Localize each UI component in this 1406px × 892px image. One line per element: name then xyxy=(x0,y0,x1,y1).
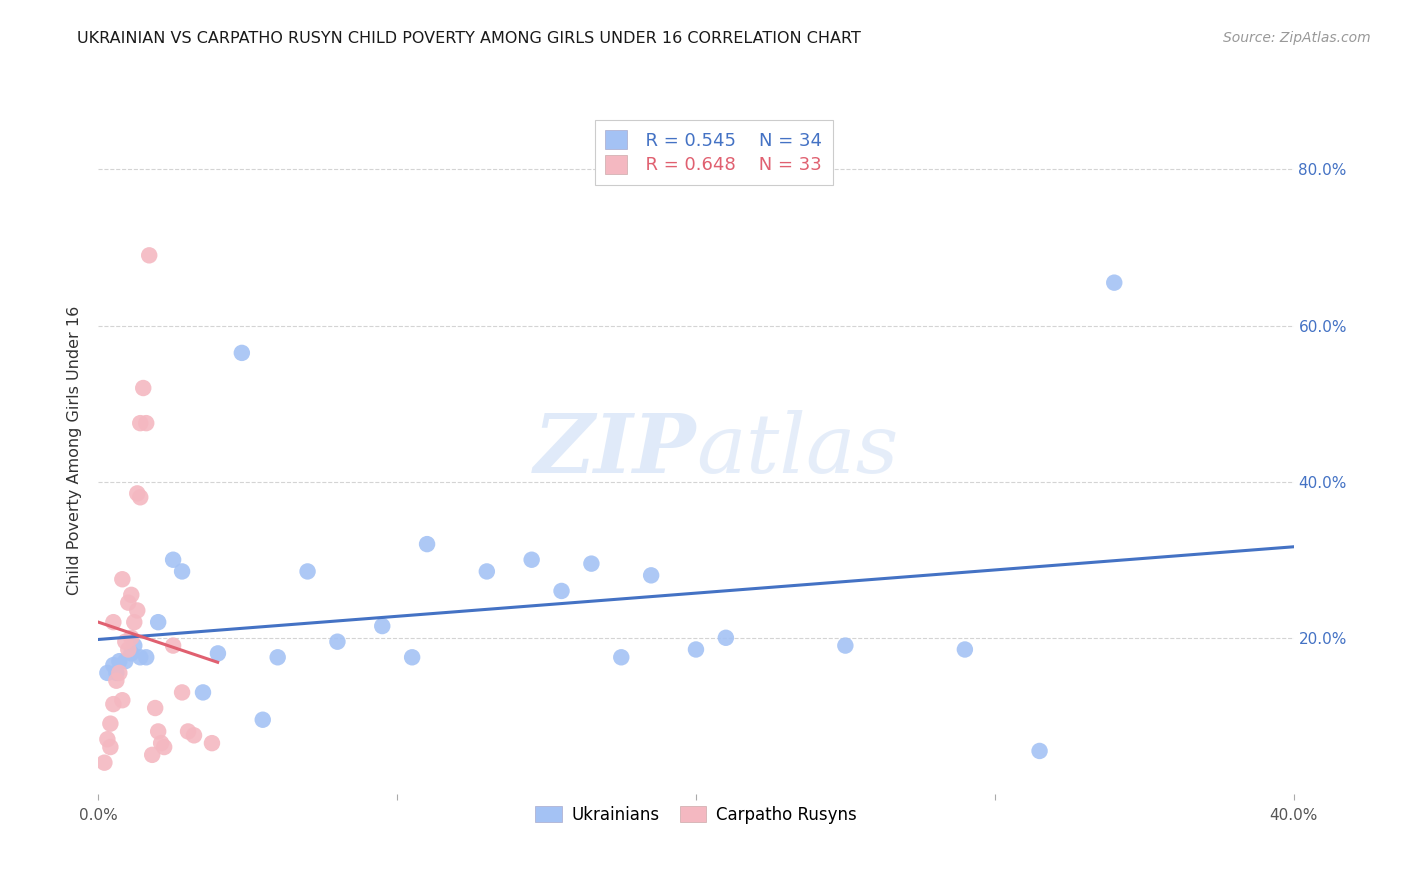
Point xyxy=(138,248,160,262)
Point xyxy=(475,565,498,579)
Point xyxy=(120,588,142,602)
Point xyxy=(252,713,274,727)
Point xyxy=(124,615,146,630)
Point xyxy=(231,346,253,360)
Point xyxy=(120,631,142,645)
Point xyxy=(401,650,423,665)
Point xyxy=(162,639,184,653)
Point xyxy=(135,416,157,430)
Point xyxy=(103,615,125,630)
Point xyxy=(111,572,134,586)
Point xyxy=(148,724,170,739)
Point xyxy=(135,650,157,665)
Point xyxy=(610,650,633,665)
Point xyxy=(129,650,152,665)
Point xyxy=(714,631,737,645)
Point xyxy=(108,665,131,680)
Point xyxy=(127,603,149,617)
Point xyxy=(207,646,229,660)
Point xyxy=(132,381,155,395)
Text: Source: ZipAtlas.com: Source: ZipAtlas.com xyxy=(1223,31,1371,45)
Point xyxy=(129,490,152,504)
Point xyxy=(640,568,662,582)
Point xyxy=(183,728,205,742)
Point xyxy=(105,665,128,680)
Point xyxy=(114,654,136,668)
Point xyxy=(129,416,152,430)
Point xyxy=(297,565,319,579)
Point xyxy=(1104,276,1126,290)
Point xyxy=(96,732,118,747)
Point xyxy=(172,685,194,699)
Point xyxy=(201,736,224,750)
Point xyxy=(98,716,122,731)
Text: atlas: atlas xyxy=(696,410,898,491)
Point xyxy=(267,650,290,665)
Point xyxy=(416,537,439,551)
Point xyxy=(98,740,122,755)
Point xyxy=(172,565,194,579)
Point xyxy=(153,740,176,755)
Y-axis label: Child Poverty Among Girls Under 16: Child Poverty Among Girls Under 16 xyxy=(67,306,83,595)
Point xyxy=(191,685,214,699)
Point xyxy=(162,552,184,567)
Point xyxy=(371,619,394,633)
Point xyxy=(96,665,118,680)
Text: ZIP: ZIP xyxy=(533,410,696,491)
Point xyxy=(685,642,707,657)
Point xyxy=(834,639,856,653)
Point xyxy=(177,724,200,739)
Point xyxy=(124,639,146,653)
Point xyxy=(148,615,170,630)
Point xyxy=(143,701,166,715)
Legend: Ukrainians, Carpatho Rusyns: Ukrainians, Carpatho Rusyns xyxy=(529,799,863,830)
Point xyxy=(581,557,603,571)
Point xyxy=(326,634,349,648)
Point xyxy=(103,658,125,673)
Point xyxy=(1028,744,1050,758)
Point xyxy=(108,654,131,668)
Point xyxy=(550,583,572,598)
Point xyxy=(120,646,142,660)
Point xyxy=(141,747,163,762)
Point xyxy=(114,634,136,648)
Point xyxy=(117,596,139,610)
Point xyxy=(103,697,125,711)
Point xyxy=(105,673,128,688)
Text: UKRAINIAN VS CARPATHO RUSYN CHILD POVERTY AMONG GIRLS UNDER 16 CORRELATION CHART: UKRAINIAN VS CARPATHO RUSYN CHILD POVERT… xyxy=(77,31,862,46)
Point xyxy=(953,642,976,657)
Point xyxy=(93,756,115,770)
Point xyxy=(520,552,543,567)
Point xyxy=(111,693,134,707)
Point xyxy=(150,736,173,750)
Point xyxy=(117,642,139,657)
Point xyxy=(127,486,149,500)
